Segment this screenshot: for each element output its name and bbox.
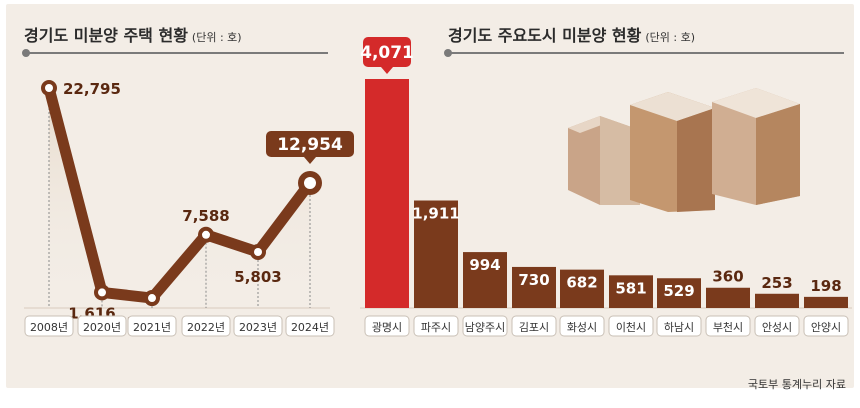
bar-chart-category-label: 하남시 — [664, 320, 694, 334]
apartment-buildings-icon — [568, 88, 800, 212]
bar-value-label: 994 — [469, 256, 500, 274]
bar-chart-callout-pointer — [381, 67, 393, 74]
line-chart-category-label: 2021년 — [133, 321, 171, 334]
bar — [609, 275, 653, 308]
source-note: 국토부 통계누리 자료 — [747, 378, 846, 391]
bar-chart-category-pill — [559, 315, 605, 337]
bar-chart-category-label: 파주시 — [421, 321, 451, 334]
bar-chart-category-pill — [364, 315, 410, 337]
bar-value-label: 4,071 — [360, 43, 414, 63]
bar-chart-category-label: 안양시 — [811, 321, 841, 334]
line-chart-category-pill — [24, 315, 74, 337]
bar-chart-category-pill — [803, 315, 849, 337]
bar-value-label: 682 — [566, 274, 597, 292]
bar — [657, 278, 701, 308]
bar — [414, 200, 458, 308]
line-chart-category-pill — [127, 315, 177, 337]
line-chart-category-label: 2024년 — [291, 321, 329, 334]
bar-value-label: 198 — [810, 277, 841, 295]
line-chart-category-pill — [77, 315, 127, 337]
line-chart-title-text: 경기도 미분양 주택 현황 — [24, 26, 188, 45]
bar — [804, 296, 848, 308]
bar — [512, 266, 556, 308]
bar-chart-category-pill — [511, 315, 557, 337]
bar-chart-category-pill — [462, 315, 508, 337]
bar-chart-category-label: 남양주시 — [465, 321, 505, 334]
bar-chart-category-label: 이천시 — [616, 320, 646, 334]
line-chart-title-dot — [22, 49, 30, 57]
bar-chart-category-label: 안성시 — [762, 321, 792, 334]
bar-chart-category-label: 김포시 — [519, 321, 549, 334]
line-chart-point-inner — [98, 288, 106, 297]
line-chart-point-inner — [202, 230, 210, 239]
line-chart-category-label: 2008년 — [30, 321, 68, 334]
line-chart-point-highlight-inner — [304, 176, 316, 189]
line-chart-point-inner — [45, 84, 53, 92]
line-chart: 22,7951,6161,0307,5885,80312,9542008년202… — [24, 80, 354, 337]
line-chart-value-label: 12,954 — [277, 135, 343, 155]
bar-value-label: 529 — [663, 282, 694, 300]
line-chart-category-label: 2022년 — [187, 321, 225, 334]
line-chart-unit: (단위 : 호) — [191, 31, 242, 44]
bar-highlight — [365, 79, 409, 308]
line-chart-category-label: 2020년 — [83, 321, 121, 334]
bar-chart-title-dot — [444, 49, 452, 57]
line-chart-category-pill — [181, 315, 231, 337]
bar-chart-category-label: 광명시 — [372, 321, 402, 334]
bar — [706, 287, 750, 308]
line-chart-callout-box — [266, 130, 354, 157]
line-chart-category-pill — [233, 315, 283, 337]
bar-chart: 4,071 1,911 994 730 682 581 529 360 253 198 광명시 파주시… — [360, 37, 852, 337]
bar-chart-title: 경기도 주요도시 미분양 현황 (단위 : 호) — [448, 22, 695, 46]
bar-value-label: 730 — [518, 271, 549, 289]
bar-chart-title-rule — [448, 52, 844, 54]
bar — [463, 252, 507, 308]
line-chart-callout-pointer — [304, 156, 316, 164]
bar-chart-category-pill — [656, 315, 702, 337]
line-chart-value-label: 22,795 — [63, 80, 121, 98]
bar-value-label: 1,911 — [412, 205, 459, 223]
bar-chart-category-pill — [705, 315, 751, 337]
bar — [755, 293, 799, 308]
line-chart-title: 경기도 미분양 주택 현황 (단위 : 호) — [24, 22, 242, 46]
bar-value-label: 360 — [712, 268, 743, 286]
bar-chart-category-label: 화성시 — [567, 321, 597, 334]
bar-chart-category-label: 부천시 — [713, 320, 743, 334]
bar-chart-category-pill — [754, 315, 800, 337]
line-chart-category-label: 2023년 — [239, 321, 277, 334]
bar-chart-title-text: 경기도 주요도시 미분양 현황 — [448, 26, 642, 45]
line-chart-title-rule — [24, 52, 328, 54]
line-chart-value-label: 5,803 — [234, 268, 281, 286]
bar-chart-callout-box — [363, 37, 411, 67]
line-chart-series — [43, 82, 316, 304]
bar-value-label: 581 — [615, 279, 646, 297]
line-chart-point-inner — [148, 294, 156, 303]
line-chart-value-label: 7,588 — [182, 207, 229, 225]
bar — [560, 269, 604, 308]
bar-chart-unit: (단위 : 호) — [645, 31, 696, 44]
line-chart-category-pill — [285, 315, 335, 337]
bar-value-label: 253 — [761, 274, 792, 292]
bar-chart-category-pill — [413, 315, 459, 337]
bar-chart-category-pill — [608, 315, 654, 337]
line-chart-point-inner — [254, 247, 262, 256]
